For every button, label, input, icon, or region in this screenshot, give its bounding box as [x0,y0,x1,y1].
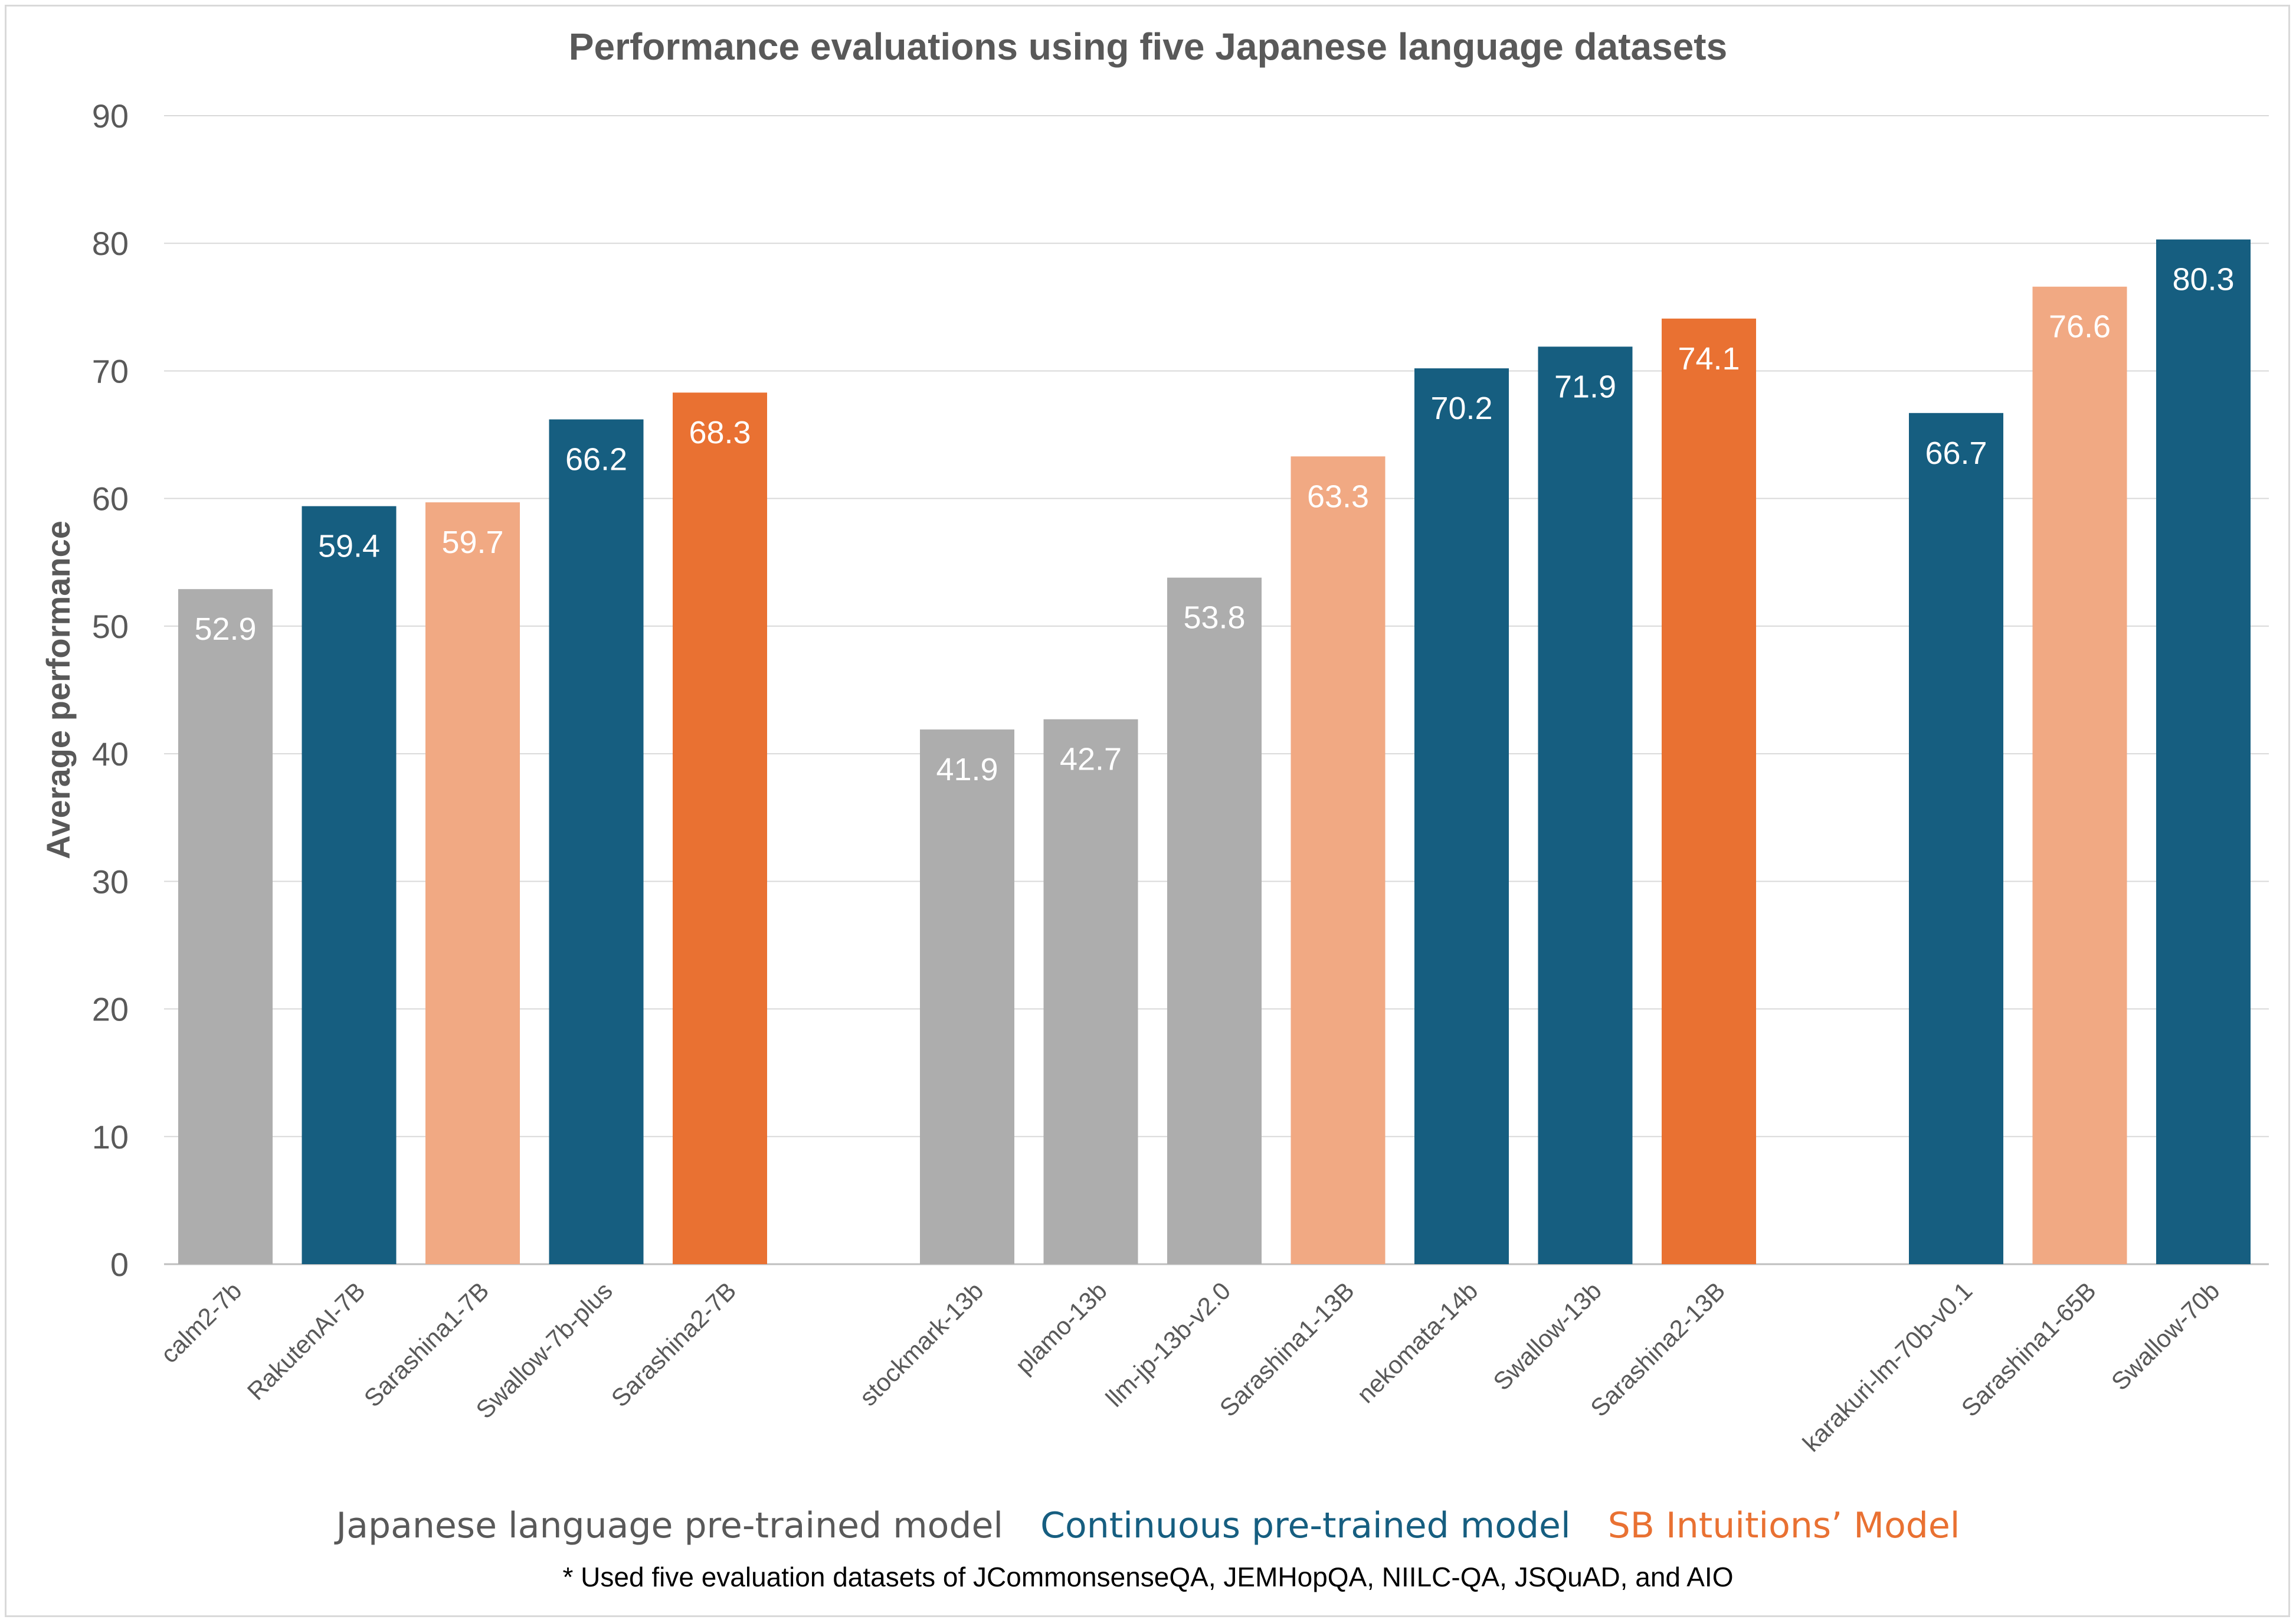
bar-swallow-70b [2156,239,2251,1264]
x-tick-label: Sarashina1-13B [1214,1277,1360,1422]
data-label: 66.2 [565,442,627,477]
data-label: 52.9 [194,611,256,647]
x-tick-label: Sarashina2-13B [1585,1277,1730,1422]
data-label: 68.3 [689,415,751,450]
bar-stockmark-13b [920,729,1014,1264]
x-tick-label: Sarashina1-7B [359,1277,494,1412]
data-label: 76.6 [2049,309,2111,345]
x-tick-label: Swallow-13b [1488,1277,1607,1396]
y-tick-label: 20 [92,991,129,1028]
y-tick-label: 70 [92,352,129,390]
y-axis-title: Average performance [40,521,77,859]
y-tick-label: 40 [92,735,129,773]
bar-llm-jp-13b-v2-0 [1167,577,1262,1265]
legend: Japanese language pre-trained model Cont… [0,1505,2296,1546]
bar-plamo-13b [1043,719,1138,1264]
data-label: 42.7 [1060,742,1122,777]
bar-rakutenai-7b [302,506,397,1264]
bar-sarashina1-13b [1291,456,1386,1264]
x-tick-label: stockmark-13b [854,1277,988,1411]
data-label: 63.3 [1307,479,1369,514]
bar-nekomata-14b [1414,368,1509,1264]
x-tick-label: nekomata-14b [1351,1277,1483,1408]
y-tick-label: 90 [92,97,129,135]
x-tick-label: Sarashina2-7B [606,1277,742,1412]
legend-item-continuous-pretrained: Continuous pre-trained model [1040,1505,1571,1546]
y-tick-label: 60 [92,480,129,518]
bar-sarashina2-13b [1662,318,1756,1264]
data-label: 59.4 [318,529,380,564]
data-label: 71.9 [1554,369,1616,404]
bar-calm2-7b [178,589,273,1264]
x-tick-label: calm2-7b [155,1277,247,1368]
bar-swallow-13b [1538,346,1633,1264]
x-tick-label: Swallow-70b [2106,1277,2225,1396]
x-tick-label: llm-jp-13b-v2.0 [1100,1277,1236,1412]
bar-sarashina2-7b [673,392,767,1265]
legend-item-sb-intuitions: SB Intuitions’ Model [1607,1505,1960,1546]
x-tick-label: RakutenAI-7B [242,1277,371,1405]
bar-sarashina1-65b [2032,286,2127,1264]
bar-swallow-7b-plus [549,419,644,1264]
data-label: 41.9 [936,752,998,787]
x-tick-label: plamo-13b [1010,1277,1112,1379]
bar-karakuri-lm-70b-v0-1 [1909,413,2003,1264]
y-tick-label: 0 [110,1246,129,1283]
y-tick-label: 10 [92,1118,129,1156]
x-tick-label: Sarashina1-65B [1956,1277,2101,1422]
y-tick-label: 80 [92,225,129,262]
data-label: 80.3 [2172,262,2234,297]
data-label: 70.2 [1430,391,1492,426]
data-label: 59.7 [441,525,503,560]
footnote: * Used five evaluation datasets of JComm… [562,1562,1734,1592]
bar-sarashina1-7b [425,502,520,1264]
y-tick-label: 50 [92,608,129,645]
chart-title: Performance evaluations using five Japan… [568,25,1728,68]
y-tick-label: 30 [92,863,129,900]
legend-item-japanese-pretrained: Japanese language pre-trained model [336,1505,1004,1546]
data-label: 74.1 [1678,341,1740,377]
x-tick-label: karakuri-lm-70b-v0.1 [1797,1277,1978,1457]
data-label: 66.7 [1925,436,1987,471]
x-tick-label: Swallow-7b-plus [470,1277,617,1424]
data-label: 53.8 [1183,600,1245,636]
